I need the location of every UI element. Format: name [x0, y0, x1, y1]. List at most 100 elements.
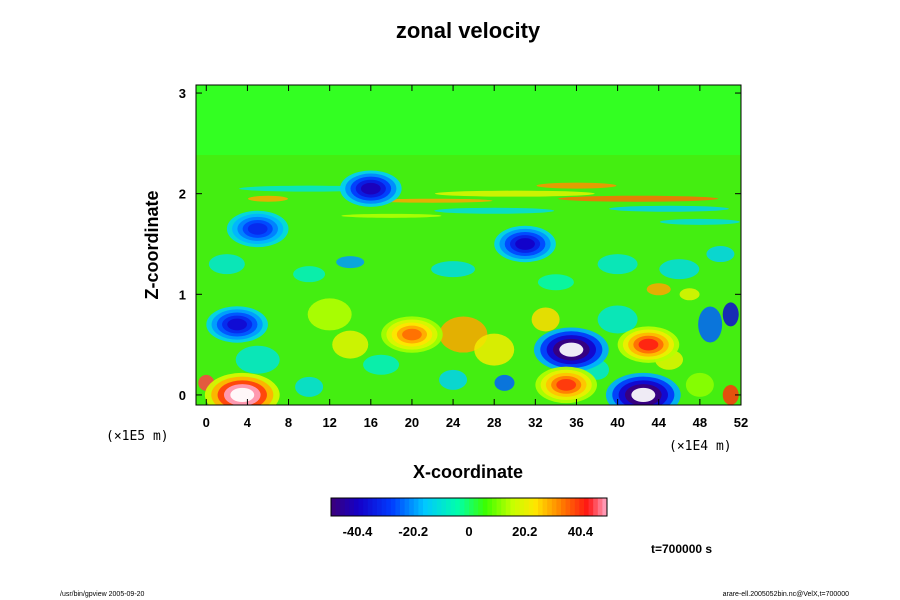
feature-core — [247, 223, 268, 235]
x-axis-ticks: 0 4 8 12 16 20 24 28 32 36 40 44 48 52 — [203, 85, 748, 430]
colorbar-swatch — [344, 498, 350, 516]
colorbar-swatch — [455, 498, 461, 516]
colorbar-swatch — [556, 498, 562, 516]
feature-core — [515, 238, 535, 250]
colorbar-ticks: -40.4 -20.2 0 20.2 40.4 — [343, 524, 594, 539]
feature-core — [631, 387, 656, 403]
field-patch — [531, 307, 560, 332]
y-tick-label: 0 — [179, 388, 186, 403]
velocity-field — [198, 170, 740, 405]
colorbar-swatch — [478, 498, 484, 516]
field-patch — [494, 374, 515, 391]
x-tick-label: 36 — [569, 415, 583, 430]
colorbar-tick-label: 20.2 — [512, 524, 537, 539]
field-patch — [332, 330, 369, 359]
field-patch — [307, 298, 352, 331]
field-patch — [434, 190, 595, 197]
colorbar-swatch — [409, 498, 415, 516]
colorbar-swatch — [413, 498, 419, 516]
colorbar-swatch — [423, 498, 429, 516]
time-label: t=700000 s — [651, 542, 712, 556]
colorbar-swatch — [551, 498, 557, 516]
feature-core — [402, 328, 422, 341]
field-patch — [679, 288, 700, 301]
x-tick-label: 4 — [244, 415, 252, 430]
x-scale-label: (×1E4 m) — [669, 439, 732, 454]
colorbar-swatch — [584, 498, 590, 516]
colorbar-swatch — [386, 498, 392, 516]
colorbar-swatch — [372, 498, 378, 516]
x-tick-label: 40 — [610, 415, 624, 430]
colorbar-swatch — [528, 498, 534, 516]
field-patch — [558, 195, 719, 202]
colorbar-swatch — [377, 498, 383, 516]
x-axis-label: X-coordinate — [413, 462, 523, 482]
colorbar-swatch — [579, 498, 585, 516]
y-tick-label: 2 — [179, 187, 186, 202]
field-patch — [431, 261, 476, 278]
colorbar-swatch — [335, 498, 341, 516]
colorbar-swatch — [358, 498, 364, 516]
x-tick-label: 48 — [693, 415, 707, 430]
x-tick-label: 52 — [734, 415, 748, 430]
colorbar-tick-label: -20.2 — [398, 524, 428, 539]
field-patch — [439, 316, 488, 353]
field-patch — [235, 345, 280, 374]
plot-frame — [195, 84, 742, 406]
field-patch — [439, 369, 468, 390]
x-tick-label: 16 — [364, 415, 378, 430]
colorbar-swatch — [381, 498, 387, 516]
colorbar-swatch — [574, 498, 580, 516]
colorbar-tick-label: -40.4 — [343, 524, 373, 539]
field-patch — [597, 254, 638, 275]
colorbar-swatch — [404, 498, 410, 516]
footer-right: arare-ell.2005052bin.nc@VelX,t=700000 — [723, 591, 850, 598]
colorbar-swatch — [441, 498, 447, 516]
field-patch — [363, 354, 400, 375]
colorbar-tick-label: 0 — [465, 524, 472, 539]
field-patch — [722, 384, 739, 405]
x-tick-label: 24 — [446, 415, 461, 430]
colorbar-swatch — [542, 498, 548, 516]
colorbar-swatch — [492, 498, 498, 516]
field-patch — [685, 372, 714, 397]
field-patch — [372, 198, 493, 203]
feature-core — [227, 318, 247, 331]
x-tick-label: 20 — [405, 415, 419, 430]
feature-core — [556, 379, 577, 391]
y-axis-ticks: 0 1 2 3 — [179, 86, 741, 403]
field-patch — [536, 182, 617, 189]
x-tick-label: 0 — [203, 415, 210, 430]
colorbar-swatch — [565, 498, 571, 516]
field-patch — [698, 306, 723, 343]
field-patch — [208, 254, 245, 275]
colorbar-swatch — [515, 498, 521, 516]
colorbar-swatch — [427, 498, 433, 516]
colorbar-swatch — [505, 498, 511, 516]
colorbar-swatch — [496, 498, 502, 516]
field-patch — [722, 302, 739, 327]
colorbar-swatch — [533, 498, 539, 516]
colorbar-swatch — [400, 498, 406, 516]
colorbar-swatch — [340, 498, 346, 516]
colorbar-swatch — [473, 498, 479, 516]
colorbar-swatch — [418, 498, 424, 516]
colorbar-swatch — [588, 498, 594, 516]
colorbar-swatch — [367, 498, 373, 516]
colorbar-frame — [330, 497, 608, 517]
colorbar-swatch — [446, 498, 452, 516]
colorbar-tick-label: 40.4 — [568, 524, 594, 539]
x-tick-label: 32 — [528, 415, 542, 430]
colorbar — [331, 498, 608, 516]
colorbar-swatch — [464, 498, 470, 516]
field-patch — [336, 256, 365, 269]
feature-core — [230, 387, 255, 403]
field-patch — [295, 376, 324, 397]
colorbar-swatch — [349, 498, 355, 516]
colorbar-swatch — [519, 498, 525, 516]
field-patch — [597, 305, 638, 334]
colorbar-swatch — [459, 498, 465, 516]
field-patch — [434, 207, 555, 214]
y-axis-label: Z-coordinate — [142, 190, 162, 299]
